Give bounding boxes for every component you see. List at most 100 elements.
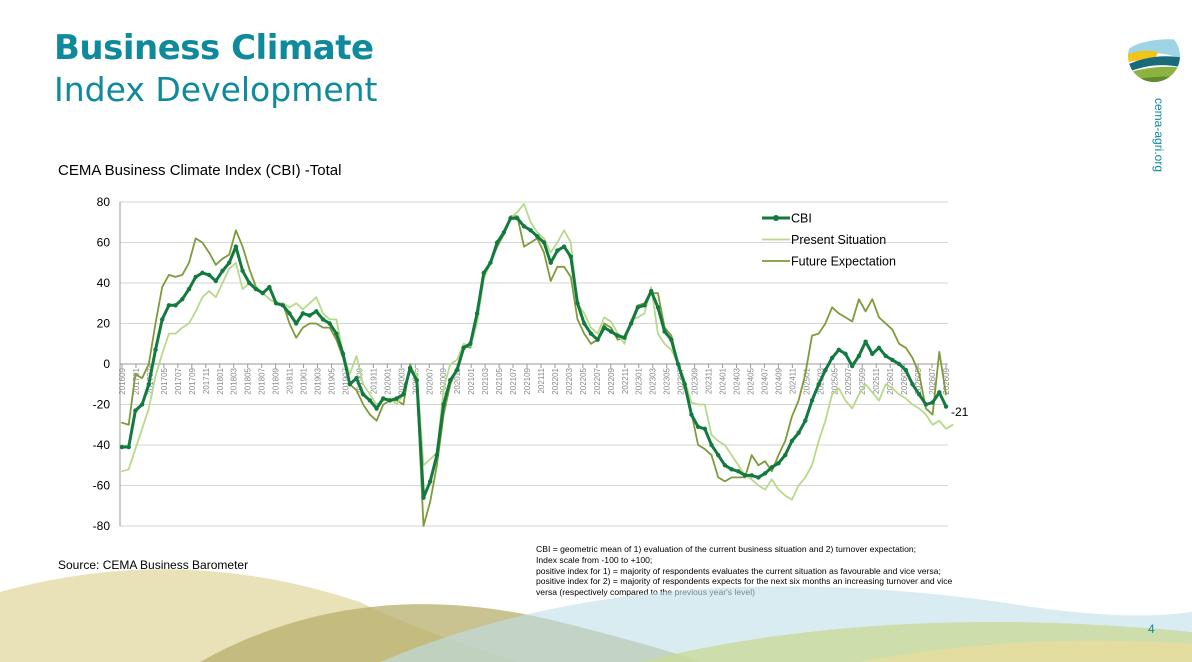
x-tick-label: 202405 [746,367,755,394]
cbi-point [233,244,239,249]
cbi-point [863,339,868,344]
cbi-point [354,375,359,381]
cbi-point [917,392,922,397]
x-tick-label: 202209 [607,367,616,394]
website-url[interactable]: cema-agri.org [1152,98,1166,173]
source-note: Source: CEMA Business Barometer [58,558,249,572]
cbi-point [615,333,620,338]
x-tick-label: 202605 [914,367,923,394]
cbi-point [494,240,500,245]
page-subtitle: Index Development [54,70,378,109]
x-tick-label: 201911 [369,367,378,394]
x-tick-label: 202509 [858,367,867,394]
cbi-point [515,216,520,221]
x-tick-label: 201905 [327,367,336,394]
series-line-cbi [120,216,948,500]
cbi-point [655,305,661,310]
cbi-point [870,351,875,357]
legend: CBI Present Situation Future Expectation [762,212,896,269]
cbi-point [146,382,151,387]
cbi-point [769,465,775,470]
x-tick-label: 202003 [397,367,406,394]
cbi-point [327,321,332,326]
x-tick-label: 201803 [230,367,239,394]
x-tick-label: 202007 [425,367,434,394]
x-tick-label: 202311 [705,367,714,394]
cbi-point [662,329,667,334]
cbi-point [193,274,198,280]
cbi-point [461,345,466,350]
x-tick-label: 201709 [188,367,197,394]
footnote-line: positive index for 1) = majority of resp… [536,565,941,576]
y-tick-label: 80 [97,195,111,209]
cbi-point [883,353,888,359]
cbi-point [454,367,460,373]
y-tick-label: 40 [97,276,111,290]
cbi-point [421,495,426,500]
cbi-point [260,290,265,296]
x-tick-label: 202307 [677,367,686,394]
cbi-point [923,402,929,407]
chart-title: CEMA Business Climate Index (CBI) -Total [58,162,342,179]
x-tick-label: 202205 [579,367,588,394]
cbi-point [334,331,339,336]
y-tick-label: -40 [93,438,111,452]
x-tick-label: 202201 [551,367,560,394]
cbi-point [521,224,527,229]
cema-logo [1128,30,1180,82]
x-tick-label: 202109 [523,367,532,394]
cbi-point [381,396,386,401]
cbi-point [468,341,473,346]
x-tick-label: 202505 [830,367,839,394]
x-tick-label: 201909 [355,367,364,394]
x-tick-label: 201801 [216,367,225,394]
x-tick-label: 202507 [844,367,853,394]
cbi-point [126,444,131,450]
cbi-point [689,412,694,417]
cbi-point [896,361,902,367]
cbi-point [836,347,842,353]
cbi-point [568,254,574,259]
cbi-point [783,452,788,458]
cbi-point [669,337,674,342]
cbi-point [133,408,138,413]
cbi-point [642,303,647,308]
cbi-point [776,461,781,466]
cbi-point [488,260,493,265]
cbi-point [427,479,433,484]
y-tick-label: 60 [97,236,111,250]
x-tick-label: 201811 [286,367,295,394]
cbi-point [434,452,440,458]
x-axis-ticks: 201609 201701 201703 201705 201707 201709 2017… [118,364,951,395]
cbi-point [367,398,373,403]
cbi-point [548,260,553,265]
x-tick-label: 202111 [537,367,546,393]
footnote-line: positive index for 2) = majority of resp… [536,576,953,587]
cbi-point [575,301,580,306]
cbi-point [508,216,513,221]
cbi-point [789,438,795,444]
x-tick-label: 201901 [300,367,309,394]
cbi-point [595,337,600,342]
cbi-point [588,331,594,336]
grid-lines [119,201,948,527]
cbi-point [166,303,172,308]
cbi-point [749,473,754,478]
footnote-line: CBI = geometric mean of 1) evaluation of… [536,544,917,554]
cbi-point [213,278,218,284]
cbi-point [682,382,687,387]
cbi-point [481,270,486,276]
x-tick-label: 202101 [467,367,476,394]
x-tick-label: 202001 [383,367,392,394]
cbi-point [347,382,352,387]
x-tick-label: 202501 [802,367,811,394]
x-tick-label: 202107 [509,367,518,394]
cbi-point [180,297,185,302]
x-tick-label: 201805 [244,367,253,394]
cbi-point [287,311,292,316]
x-tick-label: 202609 [942,367,951,394]
legend-label: Present Situation [791,233,886,247]
cbi-point [535,234,540,239]
cbi-point [280,303,285,308]
y-tick-label: -20 [93,398,111,412]
